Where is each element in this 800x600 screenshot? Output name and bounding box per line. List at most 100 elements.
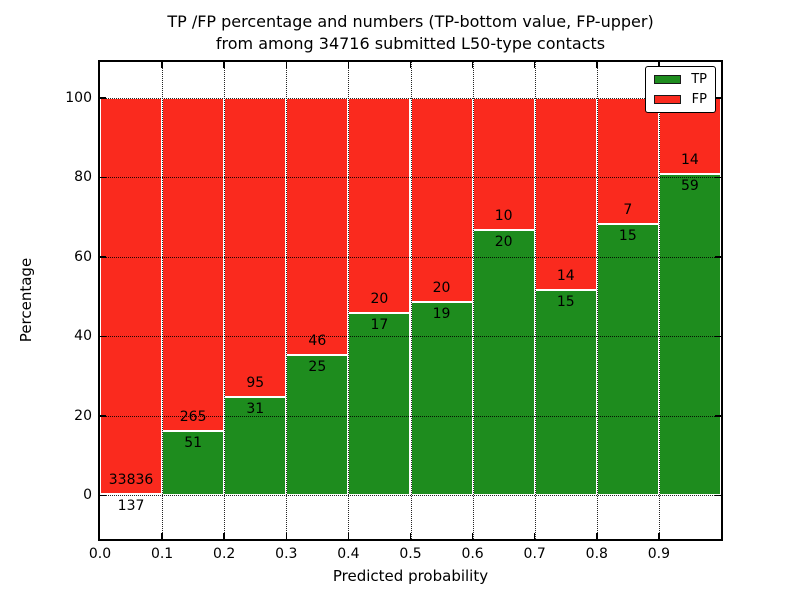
chart-title: TP /FP percentage and numbers (TP-bottom… — [100, 11, 721, 55]
bar-tp-5 — [410, 301, 473, 496]
bar-label-fp-5: 20 — [432, 279, 451, 296]
x-tick-label: 0.3 — [275, 546, 298, 562]
tick-left-80 — [100, 176, 106, 179]
bar-fp-5 — [410, 97, 473, 302]
bar-tp-4 — [348, 312, 411, 496]
tick-left-40 — [100, 335, 106, 338]
bar-label-tp-2: 31 — [246, 401, 265, 418]
tick-right-20 — [715, 415, 721, 417]
tick-right-80 — [715, 176, 721, 179]
gridline-x-5 — [410, 62, 412, 539]
bar-tp-3 — [286, 355, 349, 496]
gridline-x-9 — [658, 62, 660, 539]
bar-label-fp-3: 46 — [308, 333, 327, 350]
gridline-x-3 — [286, 62, 288, 539]
bar-fp-7 — [534, 97, 597, 290]
tick-bottom-1 — [161, 533, 163, 539]
tick-bottom-8 — [596, 533, 598, 539]
bar-label-fp-7: 14 — [556, 267, 575, 284]
bar-fp-3 — [286, 97, 349, 356]
gridline-x-4 — [348, 62, 350, 539]
tick-bottom-5 — [409, 533, 412, 539]
tick-right-60 — [715, 256, 721, 258]
bar-label-tp-3: 25 — [308, 359, 327, 376]
tick-left-60 — [100, 256, 106, 258]
bar-label-tp-5: 19 — [432, 305, 451, 322]
chart-title-line2: from among 34716 submitted L50-type cont… — [215, 34, 606, 53]
x-tick-label: 0.2 — [213, 546, 236, 562]
legend-item-fp: FP — [654, 93, 707, 106]
bar-label-tp-6: 20 — [494, 234, 513, 251]
chart-title-line1: TP /FP percentage and numbers (TP-bottom… — [167, 12, 654, 31]
y-tick-label: 80 — [74, 169, 92, 186]
x-tick-label: 0.7 — [523, 546, 546, 562]
bar-label-fp-4: 20 — [370, 290, 389, 307]
tick-top-2 — [223, 62, 225, 68]
bar-fp-0 — [100, 97, 163, 494]
bar-label-tp-4: 17 — [370, 316, 389, 333]
x-tick-label: 0.4 — [337, 546, 360, 562]
bar-label-fp-6: 10 — [494, 208, 513, 225]
gridline-x-2 — [224, 62, 226, 539]
gridline-x-6 — [472, 62, 474, 539]
tick-left-100 — [100, 97, 106, 99]
bar-tp-9 — [658, 174, 721, 496]
tick-top-3 — [285, 62, 288, 68]
x-tick-label: 0.1 — [150, 546, 174, 562]
tick-bottom-4 — [347, 533, 350, 539]
x-tick-label: 0.5 — [399, 546, 422, 562]
bar-label-tp-9: 59 — [681, 178, 699, 194]
bar-fp-4 — [348, 97, 411, 313]
x-tick-label: 0.0 — [88, 546, 112, 562]
tick-bottom-2 — [223, 533, 225, 539]
y-tick-label: 40 — [74, 328, 92, 345]
tick-top-1 — [161, 62, 163, 68]
x-tick-label: 0.9 — [647, 546, 671, 562]
bar-label-tp-1: 51 — [184, 435, 203, 452]
legend-label-fp: FP — [691, 92, 707, 107]
y-tick-label: 100 — [65, 89, 92, 106]
tick-right-40 — [715, 335, 721, 338]
gridline-x-1 — [162, 62, 164, 539]
bar-tp-8 — [596, 224, 659, 496]
bar-label-fp-0: 33836 — [108, 471, 154, 488]
tick-top-8 — [596, 62, 598, 68]
tick-left-20 — [100, 415, 106, 417]
tick-right-100 — [715, 97, 721, 99]
y-tick-label: 60 — [74, 248, 92, 265]
legend-label-tp: TP — [691, 72, 707, 87]
tick-bottom-7 — [533, 533, 536, 539]
bar-fp-1 — [162, 97, 225, 432]
bar-label-tp-7: 15 — [556, 293, 575, 310]
tick-bottom-6 — [471, 533, 474, 539]
bar-label-fp-8: 7 — [623, 202, 633, 219]
bar-label-fp-1: 265 — [179, 409, 207, 426]
bar-fp-6 — [472, 97, 535, 231]
bar-tp-7 — [534, 289, 597, 496]
tick-left-0 — [100, 494, 106, 497]
bar-label-fp-9: 14 — [681, 152, 699, 168]
tick-bottom-3 — [285, 533, 288, 539]
y-tick-label: 0 — [83, 487, 92, 504]
fp-color-swatch — [654, 95, 681, 104]
tick-top-7 — [533, 62, 536, 68]
plot-area: 33836 137 265 51 95 31 46 25 20 17 20 19 10 20 14 15 7 15… — [98, 60, 723, 541]
tick-top-4 — [347, 62, 350, 68]
tick-top-6 — [471, 62, 474, 68]
tp-color-swatch — [654, 75, 681, 84]
tick-top-9 — [658, 62, 660, 68]
y-axis-label: Percentage — [17, 257, 35, 343]
bar-label-tp-0: 137 — [117, 497, 145, 514]
legend-item-tp: TP — [654, 73, 707, 86]
tick-bottom-9 — [658, 533, 660, 539]
x-tick-label: 0.8 — [585, 546, 608, 562]
bar-tp-6 — [472, 230, 535, 496]
bar-label-fp-2: 95 — [246, 375, 265, 392]
bar-fp-2 — [224, 97, 287, 398]
x-axis-label: Predicted probability — [332, 567, 489, 585]
legend: TP FP — [645, 66, 716, 113]
bar-tp-1 — [162, 431, 225, 496]
x-tick-label: 0.6 — [461, 546, 484, 562]
tick-top-5 — [409, 62, 412, 68]
